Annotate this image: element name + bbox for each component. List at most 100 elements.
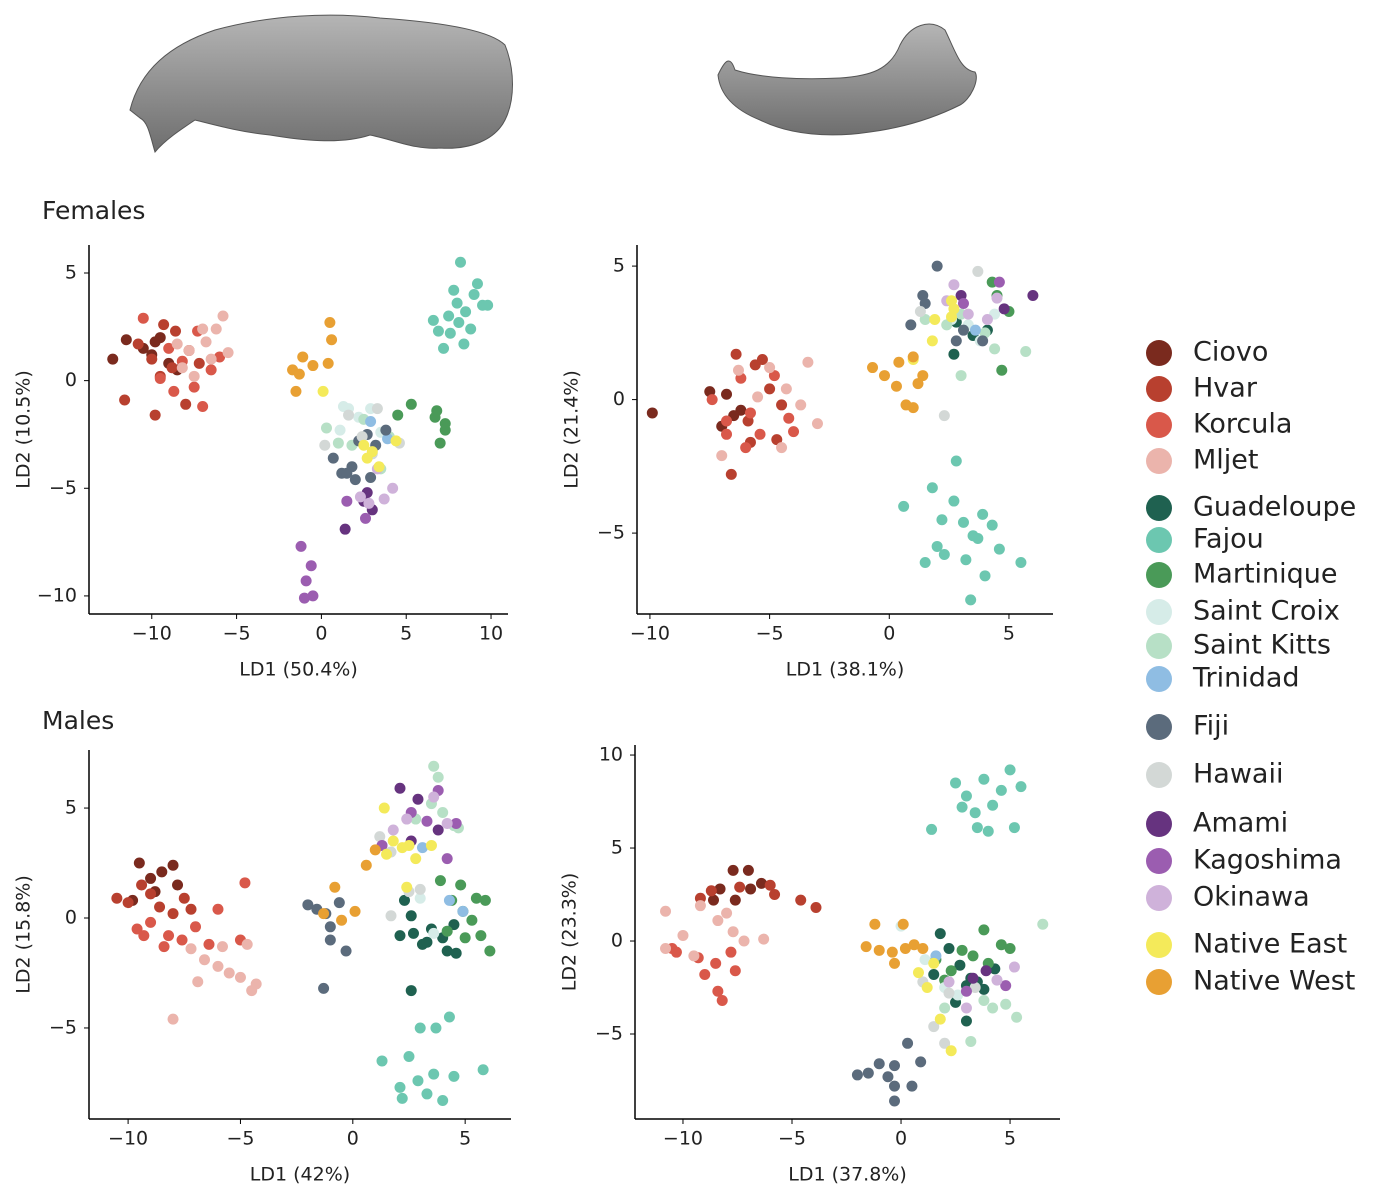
- data-point: [699, 969, 710, 980]
- data-point: [745, 883, 756, 894]
- data-point: [401, 814, 412, 825]
- data-point: [972, 266, 983, 277]
- data-point: [406, 910, 417, 921]
- data-point: [802, 357, 813, 368]
- data-point: [145, 873, 156, 884]
- data-point: [362, 453, 373, 464]
- data-point: [764, 383, 775, 394]
- data-point: [812, 418, 823, 429]
- data-point: [935, 928, 946, 939]
- data-point: [211, 323, 222, 334]
- data-point: [192, 976, 203, 987]
- data-point: [235, 972, 246, 983]
- data-point: [965, 1036, 976, 1047]
- data-point: [156, 866, 167, 877]
- data-point: [958, 517, 969, 528]
- data-point: [437, 1095, 448, 1106]
- data-point: [179, 893, 190, 904]
- data-point: [428, 792, 439, 803]
- data-point: [960, 554, 971, 565]
- data-point: [469, 289, 480, 300]
- data-point: [734, 882, 745, 893]
- legend-label: Okinawa: [1193, 882, 1310, 913]
- legend-swatch: [1146, 762, 1172, 788]
- data-point: [168, 860, 179, 871]
- data-point: [987, 520, 998, 531]
- data-point: [893, 357, 904, 368]
- legend-swatch: [1146, 666, 1172, 692]
- data-point: [360, 513, 371, 524]
- data-point: [745, 407, 756, 418]
- data-point: [401, 882, 412, 893]
- data-point: [869, 919, 880, 930]
- data-point: [172, 339, 183, 350]
- legend-label: Saint Kitts: [1193, 630, 1331, 661]
- data-point: [203, 939, 214, 950]
- data-point: [159, 941, 170, 952]
- data-point: [428, 1069, 439, 1080]
- y-tick-label: −5: [597, 522, 625, 544]
- data-point: [730, 895, 741, 906]
- data-point: [150, 410, 161, 421]
- x-tick-label: −10: [132, 623, 172, 645]
- data-point: [437, 807, 448, 818]
- data-point: [355, 491, 366, 502]
- data-point: [119, 395, 130, 406]
- data-point: [290, 386, 301, 397]
- data-point: [972, 533, 983, 544]
- data-point: [708, 895, 719, 906]
- data-point: [484, 945, 495, 956]
- data-point: [879, 370, 890, 381]
- data-point: [442, 853, 453, 864]
- legend-label: Ciovo: [1193, 337, 1268, 368]
- data-point: [388, 825, 399, 836]
- x-tick-label: 0: [895, 1128, 907, 1150]
- data-point: [325, 921, 336, 932]
- data-point: [460, 306, 471, 317]
- x-tick-label: −10: [663, 1128, 703, 1150]
- data-point: [1015, 781, 1026, 792]
- data-point: [721, 389, 732, 400]
- x-tick-label: 5: [1003, 623, 1015, 645]
- data-point: [982, 314, 993, 325]
- data-point: [381, 849, 392, 860]
- legend-label: Trinidad: [1192, 663, 1300, 694]
- data-point: [863, 1068, 874, 1079]
- legend-label: Guadeloupe: [1193, 492, 1356, 523]
- x-tick-label: 0: [883, 623, 895, 645]
- data-point: [319, 440, 330, 451]
- data-point: [951, 335, 962, 346]
- data-point: [795, 399, 806, 410]
- data-point: [387, 483, 398, 494]
- data-point: [972, 822, 983, 833]
- data-point: [123, 897, 134, 908]
- data-point: [716, 450, 727, 461]
- x-tick-label: 10: [479, 623, 503, 645]
- data-point: [958, 298, 969, 309]
- data-point: [1015, 557, 1026, 568]
- figure: Females Males −10−5051050−5−10LD1 (50.4%…: [0, 0, 1373, 1186]
- x-tick-label: −5: [778, 1128, 806, 1150]
- data-point: [706, 885, 717, 896]
- data-point: [206, 354, 217, 365]
- data-point: [370, 844, 381, 855]
- data-point: [948, 349, 959, 360]
- data-point: [406, 399, 417, 410]
- legend-label: Fiji: [1193, 711, 1229, 742]
- data-point: [296, 541, 307, 552]
- data-point: [721, 415, 732, 426]
- data-point: [242, 939, 253, 950]
- data-point: [978, 995, 989, 1006]
- data-point: [996, 785, 1007, 796]
- data-point: [1000, 999, 1011, 1010]
- data-point: [433, 326, 444, 337]
- data-point: [475, 930, 486, 941]
- data-point: [991, 975, 1002, 986]
- data-point: [358, 440, 369, 451]
- data-point: [444, 895, 455, 906]
- data-point: [306, 560, 317, 571]
- data-point: [978, 924, 989, 935]
- data-point: [341, 496, 352, 507]
- legend-label: Korcula: [1193, 409, 1292, 440]
- data-point: [421, 937, 432, 948]
